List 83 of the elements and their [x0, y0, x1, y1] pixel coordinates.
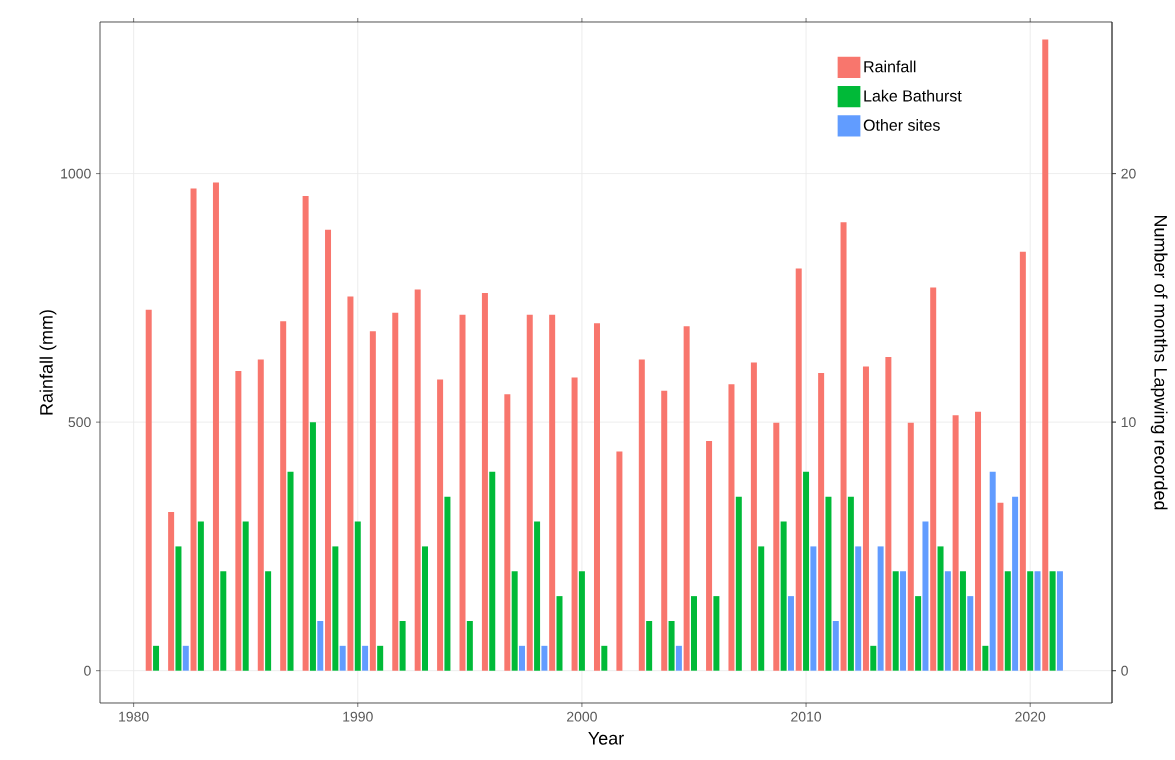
x-tick-label: 2010 [791, 711, 822, 722]
bar [197, 521, 204, 671]
bar [1049, 571, 1056, 671]
bar [1042, 39, 1049, 671]
bar [377, 645, 384, 671]
bar [795, 268, 802, 671]
bar [683, 326, 690, 671]
bar [519, 645, 525, 671]
bar [1056, 571, 1063, 671]
y-axis-title: Rainfall (mm) [39, 310, 57, 415]
y2-tick-label: 0 [1121, 665, 1128, 676]
bar [571, 377, 578, 671]
bar [347, 296, 354, 671]
bar [556, 596, 563, 671]
bar [915, 596, 922, 671]
bar [616, 451, 623, 671]
bar [885, 357, 892, 671]
bar [937, 546, 944, 671]
bar [325, 229, 332, 671]
bar [706, 441, 713, 671]
bar [787, 596, 794, 671]
x-tick-label: 1990 [343, 711, 373, 722]
bar [504, 394, 511, 671]
bar [862, 366, 869, 671]
bar [145, 309, 152, 671]
bar [832, 620, 839, 671]
bar [1034, 571, 1041, 671]
bar [220, 571, 227, 671]
bar [750, 362, 757, 671]
bar [952, 415, 959, 671]
bar [332, 546, 339, 671]
bar [638, 359, 645, 671]
bar [265, 571, 272, 671]
bar [593, 323, 600, 671]
bar [153, 645, 160, 671]
bar [414, 289, 421, 671]
bar [661, 390, 668, 671]
bar [982, 645, 989, 671]
y2-axis-title: Number of months Lapwing recorded [1150, 215, 1168, 510]
bar [1019, 251, 1026, 671]
x-tick-label: 2020 [1015, 711, 1046, 722]
bar [967, 596, 974, 671]
y-tick-label: 500 [68, 417, 91, 428]
bar [870, 645, 877, 671]
bar [892, 571, 899, 671]
bar [317, 620, 324, 671]
bar [369, 331, 376, 671]
bar [907, 422, 914, 671]
bar [466, 620, 473, 671]
bar [668, 620, 675, 671]
y-tick-label: 0 [84, 665, 91, 676]
x-tick-label: 1980 [119, 711, 149, 722]
bar [675, 645, 682, 671]
x-axis-title: Year [588, 732, 624, 745]
bar [392, 312, 399, 671]
bar [190, 188, 197, 671]
bar [840, 222, 847, 671]
bar [690, 596, 697, 671]
bar [713, 596, 720, 671]
bar [601, 645, 608, 671]
bar [975, 411, 982, 671]
bar [235, 370, 242, 671]
bar [339, 645, 346, 671]
bar [1027, 571, 1034, 671]
bar [541, 645, 548, 671]
legend-label: Other sites [863, 119, 940, 131]
y2-tick-label: 10 [1121, 417, 1136, 428]
y-tick-label: 1000 [61, 168, 91, 179]
bar [257, 359, 264, 671]
bar [930, 287, 937, 671]
legend-label: Rainfall [864, 60, 916, 73]
bar [549, 314, 556, 671]
bar [362, 645, 369, 671]
bar [646, 620, 653, 671]
legend-label: Lake Bathurst [864, 89, 962, 102]
bar [422, 546, 429, 671]
x-tick-label: 2000 [567, 711, 597, 722]
bar [526, 314, 533, 671]
bar [399, 620, 406, 671]
bar [459, 314, 466, 671]
y2-tick-label: 20 [1121, 168, 1136, 179]
bar [182, 645, 189, 671]
bar [212, 182, 219, 671]
